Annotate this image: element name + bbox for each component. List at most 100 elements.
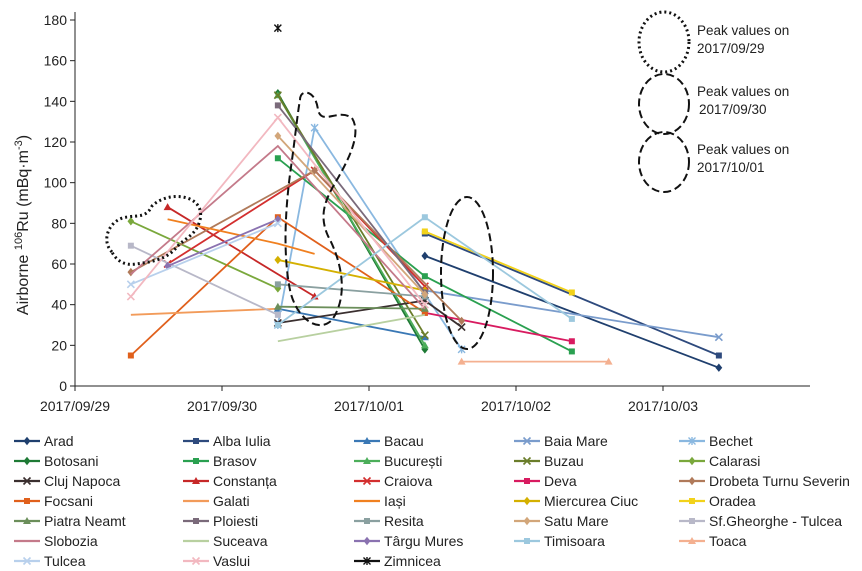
legend-label: Toaca xyxy=(709,533,747,549)
y-tick-label: 120 xyxy=(44,134,68,150)
legend-swatch-marker xyxy=(22,556,32,566)
y-tick-label: 100 xyxy=(44,175,68,191)
legend-label: Focsani xyxy=(44,493,93,509)
legend-swatch-marker xyxy=(23,456,31,466)
annotation-text-0929-line1: Peak values on xyxy=(697,23,789,38)
legend-label: Cluj Napoca xyxy=(44,473,120,489)
annotation-text-1001-line1: Peak values on xyxy=(697,142,789,157)
legend-label: Miercurea Ciuc xyxy=(544,493,638,509)
series-line xyxy=(167,218,315,255)
data-point xyxy=(127,267,135,277)
legend-swatch-marker xyxy=(193,458,199,464)
legend-item-bacau: Bacau xyxy=(354,433,424,449)
annotation-ellipse-0930 xyxy=(638,73,690,135)
series-vaslui xyxy=(126,113,429,309)
legend-swatch-marker xyxy=(22,476,32,486)
y-axis: 0 20 40 60 80 100 120 140 160 180 xyxy=(44,12,75,394)
legend-item-suceava: Suceava xyxy=(183,533,268,549)
series-zimnicea xyxy=(273,24,282,33)
data-point xyxy=(126,280,135,289)
legend-item-slobozia: Slobozia xyxy=(14,533,98,549)
data-point xyxy=(273,24,282,33)
legend-swatch-marker xyxy=(363,557,371,565)
data-point xyxy=(163,203,172,211)
legend-swatch-marker xyxy=(364,518,370,524)
series-toaca xyxy=(457,357,613,365)
data-point xyxy=(421,214,428,221)
y-tick-label: 80 xyxy=(51,215,67,231)
legend-item-constanta: Constanța xyxy=(183,473,277,489)
data-point xyxy=(274,131,282,141)
legend-label: Iași xyxy=(384,493,406,509)
legend-swatch-marker xyxy=(24,498,30,504)
data-point xyxy=(420,333,429,341)
data-point xyxy=(421,228,428,235)
legend-swatch-marker xyxy=(192,477,200,484)
legend-item-tulcea: Tulcea xyxy=(14,553,86,569)
legend-swatch-marker xyxy=(524,478,530,484)
legend-item-deva: Deva xyxy=(514,473,577,489)
legend-swatch-marker xyxy=(193,438,199,444)
series-line xyxy=(130,220,279,290)
legend-label: Vaslui xyxy=(213,553,250,569)
y-axis-label: Airborne 106Ru (mBq·m-3) xyxy=(13,135,32,315)
series-line xyxy=(277,104,426,294)
legend-label: Slobozia xyxy=(44,533,98,549)
legend-swatch-marker xyxy=(363,536,371,546)
series-line xyxy=(277,313,426,343)
legend-label: Satu Mare xyxy=(544,513,609,529)
legend-swatch-marker xyxy=(688,437,696,445)
y-tick-label: 140 xyxy=(44,93,68,109)
x-tick-label: 2017/09/30 xyxy=(187,398,257,414)
legend-swatch-marker xyxy=(191,556,201,566)
series-lines xyxy=(126,24,723,372)
legend-swatch-marker xyxy=(23,517,31,524)
series-line xyxy=(276,125,463,350)
series-line xyxy=(277,307,426,339)
annotation-text-1001-line2: 2017/10/01 xyxy=(697,160,765,175)
legend-item-galati: Galati xyxy=(183,493,250,509)
series-line xyxy=(130,307,278,316)
legend-item-brasov: Brasov xyxy=(183,453,257,469)
legend-item-calarasi: Calarasi xyxy=(679,453,760,469)
legend-label: Calarasi xyxy=(709,453,760,469)
series-resita xyxy=(274,281,428,300)
legend-label: Zimnicea xyxy=(384,553,441,569)
legend-label: Bacau xyxy=(384,433,424,449)
data-point xyxy=(604,357,613,365)
series-line xyxy=(277,283,425,298)
x-axis: 2017/09/29 2017/09/30 2017/10/01 2017/10/02… xyxy=(40,386,698,414)
data-point xyxy=(274,281,281,288)
data-point xyxy=(273,113,282,122)
series-line xyxy=(424,255,720,369)
legend-item-zimnicea: Zimnicea xyxy=(354,553,441,569)
series-sf-gheorghe-tulcea xyxy=(127,242,281,318)
x-tick-label: 2017/10/01 xyxy=(334,398,404,414)
series-iasi xyxy=(167,218,315,255)
legend-item-vaslui: Vaslui xyxy=(183,553,250,569)
legend-swatch-marker xyxy=(523,516,531,526)
legend-label: Resita xyxy=(384,513,424,529)
data-point xyxy=(715,352,722,359)
series-line xyxy=(424,289,720,339)
legend-item-miercurea-ciuc: Miercurea Ciuc xyxy=(514,493,638,509)
data-point xyxy=(568,315,575,322)
legend-item-arad: Arad xyxy=(14,433,74,449)
series-line xyxy=(424,230,573,294)
legend-swatch-marker xyxy=(524,538,530,544)
legend-swatch-marker xyxy=(523,496,531,506)
data-point xyxy=(310,292,319,300)
data-point xyxy=(457,357,466,365)
series-line xyxy=(167,218,279,267)
highlight-shapes xyxy=(105,91,494,350)
data-point xyxy=(273,219,282,228)
plot-area xyxy=(74,12,810,387)
legend-item-botosani: Botosani xyxy=(14,453,98,469)
peak-outline-0929 xyxy=(105,195,203,266)
legend-swatch-marker xyxy=(23,436,31,446)
legend-swatch-marker xyxy=(688,476,696,486)
legend-item-buzau: Buzau xyxy=(514,453,584,469)
legend-item-iasi: Iași xyxy=(354,493,406,509)
legend-label: Timisoara xyxy=(544,533,605,549)
legend-label: Tulcea xyxy=(44,553,86,569)
